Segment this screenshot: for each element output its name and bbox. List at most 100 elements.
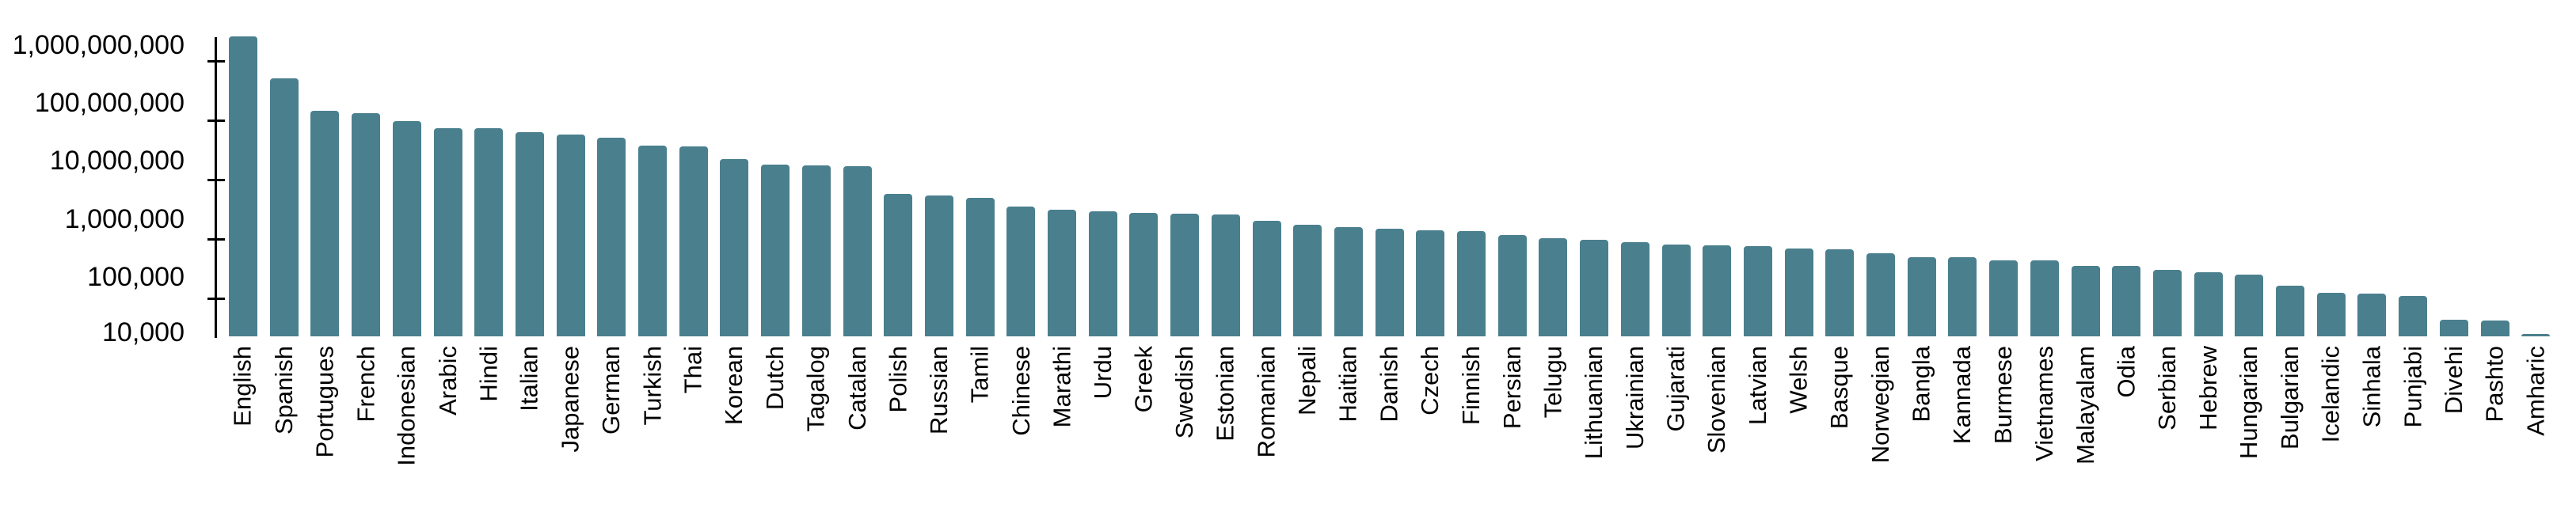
x-tick-label-turkish: Turkish [638,346,666,426]
x-tick-label-lithuanian: Lithuanian [1580,346,1608,460]
bar-chinese [1006,206,1036,336]
y-axis-tick [207,297,225,300]
x-tick-label-vietnames: Vietnames [2030,346,2058,461]
y-tick-label: 1,000,000 [64,204,185,234]
x-tick-label-telugu: Telugu [1539,346,1567,419]
x-tick-label-chinese: Chinese [1006,346,1035,436]
x-tick-label-basque: Basque [1825,346,1854,430]
y-tick-label: 100,000,000 [34,88,185,118]
bar-telugu [1539,238,1568,336]
x-tick-label-estonian: Estonian [1211,346,1239,442]
bar-catalan [843,166,872,336]
bar-turkish [638,145,667,336]
bar-serbian [2152,269,2182,336]
bar-bulgarian [2276,286,2304,336]
x-tick-label-tagalog: Tagalog [801,346,830,432]
x-tick-label-german: German [597,346,626,434]
x-tick-label-slovenian: Slovenian [1703,346,1731,454]
x-tick-label-catalan: Catalan [843,346,871,431]
y-axis-tick [207,59,225,63]
y-tick-label: 1,000,000,000 [12,30,185,60]
x-tick-label-persian: Persian [1497,346,1526,430]
x-tick-label-hungarian: Hungarian [2235,346,2263,460]
y-axis-tick [207,178,225,181]
bar-korean [720,159,749,336]
x-tick-label-spanish: Spanish [269,346,298,435]
bar-french [352,112,381,336]
x-tick-label-hebrew: Hebrew [2194,346,2222,431]
bar-punjabi [2399,295,2428,336]
bar-latvian [1743,246,1772,336]
y-tick-label: 10,000 [102,317,185,347]
x-tick-label-icelandic: Icelandic [2316,346,2345,443]
x-tick-label-serbian: Serbian [2152,346,2181,431]
x-tick-label-welsh: Welsh [1784,346,1813,414]
x-tick-label-nepali: Nepali [1293,346,1322,415]
x-tick-label-japanese: Japanese [556,346,584,453]
bar-swedish [1170,214,1200,336]
y-axis-tick [207,119,225,122]
x-tick-label-greek: Greek [1129,346,1158,413]
bar-ukrainian [1620,241,1649,336]
bar-divehi [2439,320,2468,336]
x-tick-label-portugues: Portugues [310,346,339,458]
x-tick-label-russian: Russian [924,346,953,434]
x-tick-label-urdu: Urdu [1088,346,1117,400]
bar-indonesian [392,121,421,336]
bar-slovenian [1703,245,1732,336]
x-tick-label-thai: Thai [679,346,707,394]
bar-kannada [1948,256,1977,336]
x-tick-label-finnish: Finnish [1457,346,1485,425]
x-tick-label-romanian: Romanian [1252,346,1280,458]
x-tick-label-czech: Czech [1416,346,1444,415]
bar-marathi [1048,209,1076,336]
bar-haitian [1334,227,1363,336]
bar-lithuanian [1580,240,1609,336]
bar-thai [679,146,708,336]
bar-tamil [965,197,995,336]
x-tick-label-marathi: Marathi [1048,346,1075,428]
x-tick-label-odia: Odia [2112,346,2140,398]
bar-persian [1497,235,1527,336]
x-tick-label-malayalam: Malayalam [2071,346,2099,465]
bar-greek [1129,213,1159,336]
bar-german [597,137,626,336]
bar-nepali [1293,224,1322,336]
x-tick-label-french: French [352,346,380,423]
x-tick-label-latvian: Latvian [1743,346,1771,425]
bar-estonian [1211,214,1240,336]
bar-russian [924,195,953,336]
bar-icelandic [2316,292,2346,336]
bar-sinhala [2357,293,2387,336]
bar-bangla [1907,256,1936,336]
y-tick-label: 100,000 [87,262,185,292]
bar-odia [2112,266,2141,336]
x-tick-label-polish: Polish [884,346,912,413]
x-tick-label-english: English [229,346,257,427]
x-tick-label-korean: Korean [720,346,748,425]
bar-norwegian [1866,252,1895,336]
bar-dutch [761,164,790,336]
bar-amharic [2521,333,2551,336]
x-tick-label-italian: Italian [515,346,543,412]
bar-hebrew [2194,272,2223,336]
x-tick-label-divehi: Divehi [2439,346,2468,415]
x-tick-label-amharic: Amharic [2521,346,2550,436]
x-tick-label-norwegian: Norwegian [1866,346,1894,464]
x-tick-label-bangla: Bangla [1907,346,1935,423]
bar-welsh [1784,249,1813,336]
x-tick-label-burmese: Burmese [1989,346,2018,445]
y-axis [215,37,217,338]
x-tick-label-danish: Danish [1375,346,1403,423]
y-tick-label: 10,000,000 [49,146,185,176]
bar-finnish [1457,231,1486,336]
bar-spanish [269,78,299,336]
x-tick-label-bulgarian: Bulgarian [2276,346,2304,450]
y-axis-tick [207,237,225,241]
x-tick-label-punjabi: Punjabi [2399,346,2427,428]
bar-czech [1416,230,1445,336]
bar-romanian [1252,221,1281,336]
bar-malayalam [2071,266,2100,336]
bar-portugues [310,111,340,336]
